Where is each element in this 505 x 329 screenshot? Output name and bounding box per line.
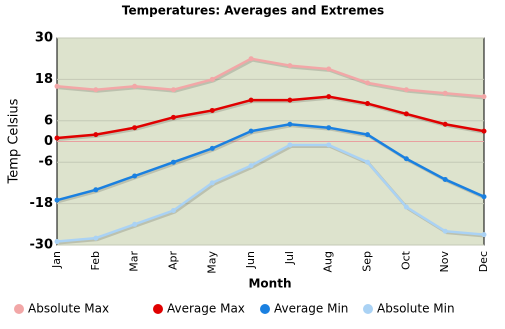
point <box>403 156 409 162</box>
point <box>442 176 448 182</box>
x-axis-label: Month <box>248 277 291 291</box>
point <box>54 197 60 203</box>
point <box>93 87 99 93</box>
point <box>287 97 293 103</box>
x-tick-label: Dec <box>477 251 490 272</box>
x-tick-label: Jan <box>50 251 63 269</box>
point <box>248 97 254 103</box>
point <box>287 63 293 69</box>
point <box>170 87 176 93</box>
legend-marker <box>153 304 163 314</box>
x-tick-label: Oct <box>399 250 412 270</box>
point <box>481 94 487 100</box>
point <box>209 180 215 186</box>
point <box>93 235 99 241</box>
point <box>54 83 60 89</box>
point <box>442 228 448 234</box>
legend-label: Average Max <box>167 302 245 316</box>
x-tick-label: Nov <box>438 251 451 273</box>
y-tick-label: 6 <box>44 113 53 128</box>
point <box>326 142 332 148</box>
point <box>326 125 332 131</box>
legend-label: Average Min <box>274 302 348 316</box>
x-tick-label: May <box>205 251 218 274</box>
series-line <box>56 143 485 243</box>
y-axis-label: Temp Celsius <box>7 98 22 184</box>
x-tick-label: Sep <box>361 251 374 272</box>
point <box>365 80 371 86</box>
legend-marker <box>14 304 24 314</box>
point <box>365 101 371 107</box>
y-tick-label: 30 <box>35 31 53 46</box>
legend-marker <box>363 304 373 314</box>
x-tick-label: Jul <box>283 251 296 265</box>
point <box>481 128 487 134</box>
point <box>403 204 409 210</box>
point <box>481 232 487 238</box>
point <box>287 142 293 148</box>
point <box>93 132 99 138</box>
series-line <box>56 95 485 140</box>
chart-title: Temperatures: Averages and Extremes <box>122 4 384 18</box>
point <box>170 114 176 120</box>
point <box>442 121 448 127</box>
y-tick-label: -6 <box>39 155 53 170</box>
legend-label: Absolute Min <box>377 302 455 316</box>
legend-label: Absolute Max <box>28 302 109 316</box>
point <box>481 194 487 200</box>
y-tick-label: 18 <box>35 72 53 87</box>
point <box>403 111 409 117</box>
x-tick-label: Mar <box>128 251 141 272</box>
point <box>287 121 293 127</box>
point <box>326 94 332 100</box>
point <box>132 173 138 179</box>
point <box>248 56 254 62</box>
point <box>248 128 254 134</box>
point <box>132 221 138 227</box>
x-tick-label: Feb <box>89 251 102 270</box>
y-tick-label: -30 <box>30 238 54 253</box>
x-tick-label: Aug <box>322 251 335 272</box>
point <box>365 132 371 138</box>
point <box>170 159 176 165</box>
x-tick-label: Jun <box>244 251 257 269</box>
point <box>132 83 138 89</box>
series-line <box>56 122 485 202</box>
series-line <box>56 57 485 98</box>
point <box>248 163 254 169</box>
point <box>365 159 371 165</box>
legend-marker <box>260 304 270 314</box>
point <box>209 107 215 113</box>
point <box>93 187 99 193</box>
point <box>326 66 332 72</box>
y-tick-label: -18 <box>30 196 54 211</box>
point <box>209 76 215 82</box>
point <box>403 87 409 93</box>
point <box>54 239 60 245</box>
point <box>209 145 215 151</box>
y-tick-label: 0 <box>44 134 53 149</box>
point <box>132 125 138 131</box>
point <box>54 135 60 141</box>
point <box>442 90 448 96</box>
point <box>170 208 176 213</box>
x-tick-label: Apr <box>166 251 179 271</box>
